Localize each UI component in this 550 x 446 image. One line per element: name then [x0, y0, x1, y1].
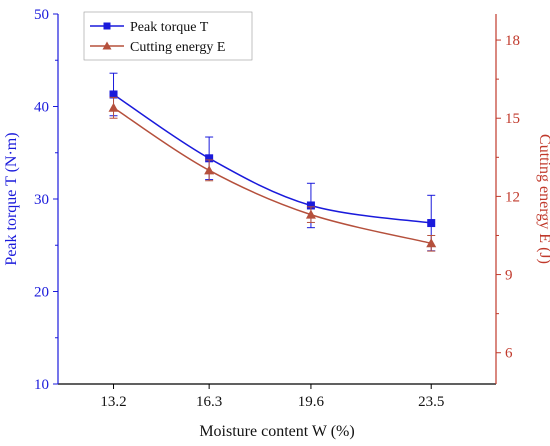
legend-marker-energy: [102, 41, 112, 50]
right-tick-label: 9: [505, 268, 513, 284]
x-tick-label: 16.3: [196, 394, 222, 410]
legend-box: [83, 11, 253, 61]
x-tick-label: 13.2: [100, 394, 126, 410]
energy-point: [426, 238, 437, 248]
right-tick-label: 15: [505, 111, 520, 127]
legend-label-torque: Peak torque T: [130, 20, 209, 35]
torque-point: [306, 201, 315, 210]
left-tick-label: 20: [34, 285, 49, 301]
left-axis-title: Peak torque T (N·m): [3, 132, 20, 265]
left-tick-label: 30: [34, 192, 49, 208]
left-tick-label: 10: [34, 377, 49, 393]
right-axis-title: Cutting energy E (J): [536, 134, 550, 264]
energy-point: [108, 102, 119, 112]
torque-point: [205, 154, 214, 163]
right-axis-ticks: 6 9 12 15 18: [496, 33, 520, 362]
legend: Peak torque T Cutting energy E: [83, 11, 253, 61]
left-axis-ticks: 10 20 30 40 50: [34, 7, 58, 393]
left-tick-label: 40: [34, 100, 49, 116]
torque-point: [109, 90, 118, 99]
plot-frame: [57, 14, 497, 385]
energy-line: [113, 107, 432, 245]
right-tick-label: 6: [505, 346, 513, 362]
right-tick-label: 12: [505, 189, 520, 205]
legend-label-energy: Cutting energy E: [130, 40, 225, 55]
x-axis-ticks: 13.2 16.3 19.6 23.5: [100, 384, 444, 410]
x-axis-title: Moisture content W (%): [199, 423, 354, 440]
torque-line: [113, 93, 432, 224]
energy-point: [204, 165, 215, 175]
series-layer: [108, 72, 437, 252]
energy-point: [305, 209, 316, 219]
x-tick-label: 23.5: [418, 394, 444, 410]
left-tick-label: 50: [34, 7, 49, 23]
torque-point: [427, 219, 436, 228]
x-tick-label: 19.6: [298, 394, 325, 410]
right-tick-label: 18: [505, 33, 520, 49]
legend-marker-torque: [103, 22, 111, 30]
